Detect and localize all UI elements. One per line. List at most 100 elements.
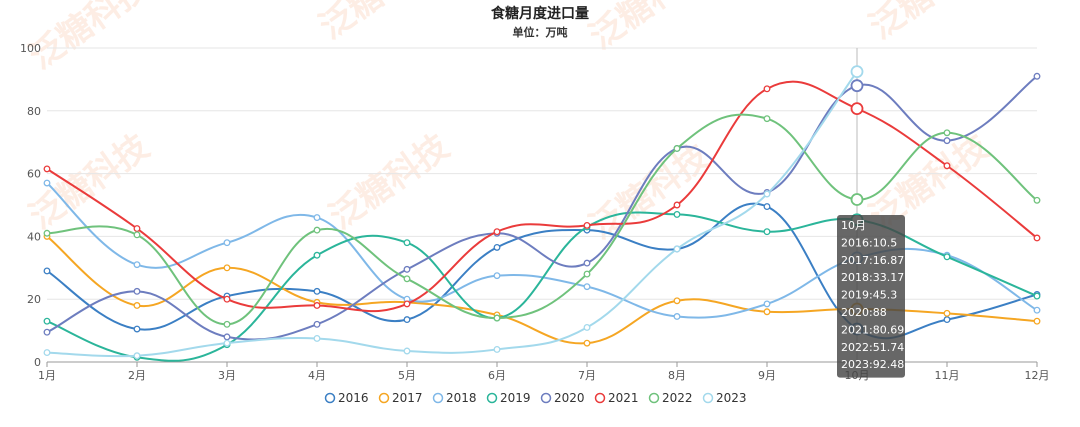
- data-point[interactable]: [133, 231, 141, 239]
- data-point[interactable]: [313, 214, 321, 222]
- data-point[interactable]: [403, 265, 411, 273]
- series-2021: [43, 80, 1041, 313]
- data-point[interactable]: [673, 297, 681, 305]
- data-point[interactable]: [133, 287, 141, 295]
- data-point[interactable]: [313, 320, 321, 328]
- legend-marker: [324, 392, 336, 404]
- data-point[interactable]: [763, 115, 771, 123]
- data-point[interactable]: [223, 239, 231, 247]
- legend-item-2018[interactable]: 2018: [432, 391, 477, 405]
- data-point[interactable]: [313, 226, 321, 234]
- data-point[interactable]: [943, 129, 951, 137]
- data-point[interactable]: [493, 228, 501, 236]
- data-point[interactable]: [673, 201, 681, 209]
- tooltip-line: 2019:45.3: [841, 289, 897, 302]
- legend: 2016 2017 2018 2019 2020 2021 2022 2023: [324, 391, 747, 405]
- data-point[interactable]: [673, 145, 681, 152]
- x-tick-label: 8月: [668, 369, 686, 382]
- data-point[interactable]: [763, 228, 771, 236]
- data-point[interactable]: [850, 102, 864, 116]
- x-tick-label: 6月: [488, 369, 506, 382]
- data-point[interactable]: [223, 320, 231, 328]
- data-point[interactable]: [673, 245, 681, 253]
- x-tick-label: 9月: [758, 369, 776, 382]
- watermark-layer: 泛糖科技泛糖科技泛糖科技泛糖科技泛糖科技泛糖科技泛糖科技泛糖科技: [22, 0, 996, 247]
- data-point[interactable]: [583, 283, 591, 291]
- data-point[interactable]: [763, 300, 771, 308]
- data-point[interactable]: [403, 275, 411, 283]
- data-point[interactable]: [943, 309, 951, 317]
- data-point[interactable]: [403, 300, 411, 308]
- data-point[interactable]: [763, 190, 771, 198]
- data-point[interactable]: [763, 308, 771, 316]
- data-point[interactable]: [583, 221, 591, 229]
- legend-label: 2018: [446, 391, 477, 405]
- data-point[interactable]: [850, 65, 864, 79]
- data-point[interactable]: [943, 316, 951, 324]
- data-point[interactable]: [850, 193, 864, 206]
- data-point[interactable]: [850, 79, 864, 93]
- legend-item-2022[interactable]: 2022: [648, 391, 693, 405]
- data-point[interactable]: [1033, 234, 1041, 242]
- tooltip-line: 2022:51.74: [841, 341, 904, 354]
- data-point[interactable]: [583, 339, 591, 347]
- data-point[interactable]: [583, 324, 591, 331]
- legend-label: 2020: [554, 391, 585, 405]
- data-point[interactable]: [133, 325, 141, 333]
- data-point[interactable]: [1033, 72, 1041, 80]
- data-point[interactable]: [223, 295, 231, 303]
- data-point[interactable]: [493, 345, 501, 353]
- legend-item-2020[interactable]: 2020: [540, 391, 585, 405]
- legend-item-2019[interactable]: 2019: [486, 391, 531, 405]
- legend-item-2017[interactable]: 2017: [378, 391, 423, 405]
- data-point[interactable]: [943, 253, 951, 261]
- data-point[interactable]: [43, 317, 51, 325]
- data-point[interactable]: [673, 313, 681, 320]
- tooltip: 10月 2016:10.5 2017:16.87 2018:33.17 2019:45.…: [837, 215, 905, 378]
- data-point[interactable]: [403, 316, 411, 324]
- data-point[interactable]: [763, 85, 771, 93]
- data-point[interactable]: [223, 333, 231, 341]
- data-point[interactable]: [43, 328, 51, 336]
- data-point[interactable]: [133, 225, 141, 232]
- data-point[interactable]: [583, 259, 591, 267]
- watermark-text: 泛糖科技: [312, 0, 446, 47]
- legend-label: 2021: [608, 391, 639, 405]
- data-point[interactable]: [43, 179, 51, 187]
- series-line-2023: [46, 71, 858, 358]
- data-point[interactable]: [43, 267, 51, 275]
- data-point[interactable]: [493, 272, 501, 280]
- data-point[interactable]: [673, 210, 681, 218]
- data-point[interactable]: [223, 339, 231, 347]
- data-point[interactable]: [493, 243, 501, 251]
- data-point[interactable]: [133, 352, 141, 360]
- series-line-2022: [46, 113, 1038, 326]
- x-tick-label: 7月: [578, 369, 596, 382]
- data-point[interactable]: [493, 314, 501, 322]
- data-point[interactable]: [313, 335, 321, 342]
- tooltip-line: 2017:16.87: [841, 254, 904, 267]
- data-point[interactable]: [943, 162, 951, 170]
- data-point[interactable]: [313, 251, 321, 259]
- data-point[interactable]: [403, 239, 411, 247]
- data-point[interactable]: [1033, 306, 1041, 314]
- data-point[interactable]: [763, 203, 771, 211]
- data-point[interactable]: [1033, 196, 1041, 204]
- data-point[interactable]: [43, 349, 51, 357]
- data-point[interactable]: [943, 137, 951, 145]
- data-point[interactable]: [43, 165, 51, 173]
- watermark-text: 泛糖科技: [322, 127, 456, 238]
- data-point[interactable]: [43, 229, 51, 237]
- data-point[interactable]: [133, 302, 141, 309]
- data-point[interactable]: [133, 261, 141, 269]
- legend-item-2023[interactable]: 2023: [702, 391, 747, 405]
- data-point[interactable]: [1033, 317, 1041, 325]
- data-point[interactable]: [223, 264, 231, 272]
- data-point[interactable]: [1033, 292, 1041, 300]
- data-point[interactable]: [583, 270, 591, 278]
- legend-item-2016[interactable]: 2016: [324, 391, 369, 405]
- data-point[interactable]: [313, 287, 321, 295]
- data-point[interactable]: [313, 302, 321, 309]
- legend-item-2021[interactable]: 2021: [594, 391, 639, 405]
- data-point[interactable]: [403, 347, 411, 355]
